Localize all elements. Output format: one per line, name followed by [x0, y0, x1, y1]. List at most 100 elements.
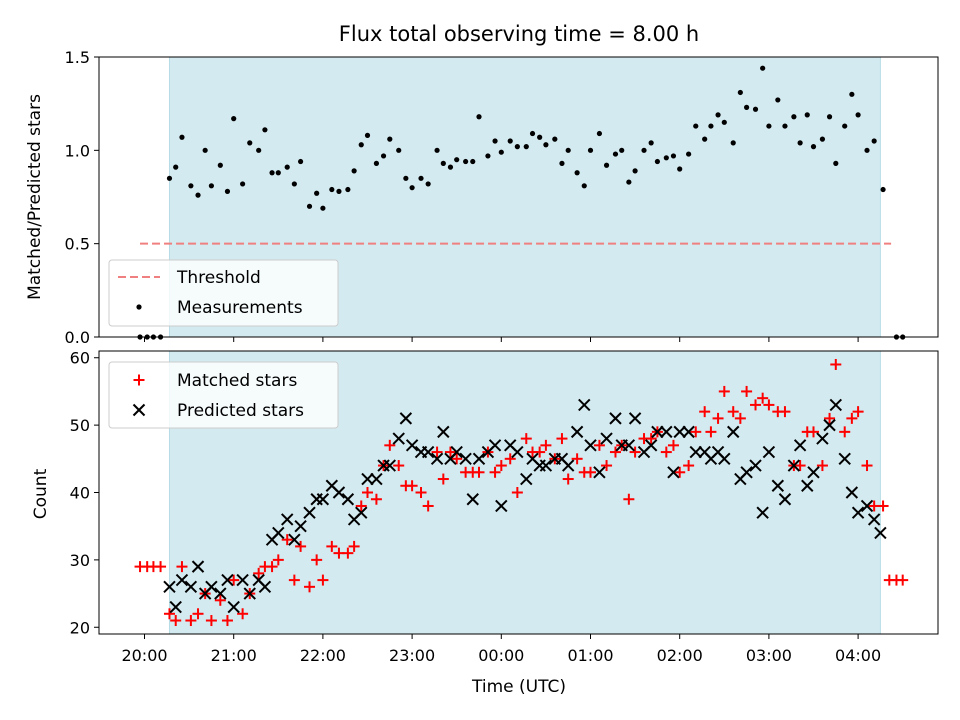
matched-star-point: [609, 446, 621, 458]
bottom-axes-frame: [98, 350, 939, 635]
measurement-point: [345, 186, 351, 193]
matched-star-point: [317, 574, 329, 586]
measurement-point: [336, 188, 342, 194]
predicted-star-point: [163, 580, 176, 594]
bottom-y-tick-label: 50: [70, 416, 90, 435]
matched-star-point: [534, 446, 546, 458]
measurement-point: [409, 185, 415, 191]
matched-star-point: [393, 460, 405, 472]
matched-star-point: [326, 540, 338, 552]
matched-star-point: [593, 439, 605, 451]
predicted-star-point: [437, 425, 450, 439]
matched-star-point: [629, 446, 641, 458]
predicted-star-point: [191, 560, 205, 573]
matched-star-point: [437, 473, 449, 485]
measurement-point: [454, 157, 460, 163]
matched-star-point: [185, 615, 197, 627]
measurement-point: [217, 162, 223, 168]
predicted-star-point: [459, 452, 472, 466]
measurement-point: [587, 147, 594, 153]
x-tick-label: 20:00: [121, 646, 167, 665]
predicted-star-point: [184, 580, 198, 594]
predicted-star-point: [838, 452, 851, 466]
predicted-star-point: [609, 412, 622, 425]
legend-matched-label: Matched stars: [177, 371, 297, 391]
matched-star-point: [192, 608, 204, 620]
matched-star-point: [877, 500, 889, 512]
legend-predicted-label: Predicted stars: [177, 401, 304, 421]
measurement-point: [686, 151, 692, 157]
measurement-point: [166, 175, 173, 181]
x-tick-label: 01:00: [567, 646, 613, 665]
predicted-star-point: [829, 398, 843, 412]
matched-star-point: [228, 574, 240, 586]
measurement-point: [619, 147, 625, 153]
measurement-point: [855, 112, 861, 118]
legend-matched-swatch: [133, 374, 145, 386]
measurement-point: [760, 65, 766, 71]
measurement-point: [188, 183, 194, 189]
matched-star-point: [311, 554, 323, 566]
measurement-point: [440, 160, 446, 166]
matched-star-point: [816, 460, 828, 472]
measurement-point: [612, 151, 619, 157]
measurement-point: [849, 91, 855, 97]
measurement-point: [247, 140, 253, 146]
bottom-legend: Matched stars Predicted stars: [108, 361, 339, 429]
predicted-star-point: [370, 472, 383, 486]
predicted-star-point: [593, 466, 606, 479]
measurement-point: [485, 153, 491, 159]
top-y-tick-label: 0.0: [65, 328, 90, 347]
matched-star-point: [266, 561, 278, 573]
matched-star-point: [370, 493, 382, 505]
top-y-tick-label: 0.5: [65, 235, 90, 254]
measurement-point: [208, 183, 214, 189]
measurement-point: [523, 144, 529, 150]
predicted-star-point: [874, 526, 887, 540]
measurement-point: [179, 134, 185, 140]
matched-star-point: [295, 540, 307, 552]
predicted-star-point: [867, 513, 881, 526]
measurement-point: [275, 170, 281, 176]
predicted-star-point: [628, 412, 642, 425]
predicted-star-point: [718, 452, 731, 466]
matched-star-point: [451, 453, 463, 465]
measurement-point: [819, 136, 826, 142]
predicted-star-point: [756, 506, 769, 519]
measurement-point: [418, 175, 424, 181]
legend-predicted-swatch: [132, 403, 146, 417]
predicted-star-point: [539, 459, 553, 472]
matched-star-point: [585, 466, 596, 478]
measurement-point: [434, 147, 440, 153]
measurement-point: [396, 147, 402, 153]
measurement-point: [782, 123, 788, 129]
measurement-point: [670, 153, 677, 159]
matched-star-point: [163, 608, 175, 620]
predicted-star-point: [355, 506, 368, 519]
measurement-point: [565, 147, 571, 153]
measurement-point: [231, 116, 237, 122]
measurement-point: [470, 158, 476, 165]
bottom-y-tick-label: 30: [70, 551, 90, 570]
matched-star-point: [718, 385, 730, 397]
matched-star-point: [839, 426, 851, 438]
measurement-point: [514, 144, 520, 150]
measurement-point: [826, 114, 833, 120]
matched-star-point: [861, 460, 873, 472]
measurement-point: [626, 179, 632, 185]
measurement-point: [804, 112, 810, 118]
matched-star-point: [288, 574, 300, 586]
measurement-point: [492, 138, 498, 144]
measurement-point: [648, 140, 654, 146]
predicted-star-point: [227, 600, 240, 614]
predicted-star-point: [651, 425, 664, 439]
predicted-star-point: [622, 439, 636, 452]
matched-star-point: [205, 615, 217, 627]
measurement-point: [632, 168, 638, 174]
measurement-point: [766, 123, 772, 129]
legend-threshold-label: Threshold: [176, 268, 261, 288]
bottom-legend-box: [108, 361, 339, 429]
legend-measurements-swatch: [136, 304, 142, 310]
predicted-star-point: [214, 587, 227, 600]
